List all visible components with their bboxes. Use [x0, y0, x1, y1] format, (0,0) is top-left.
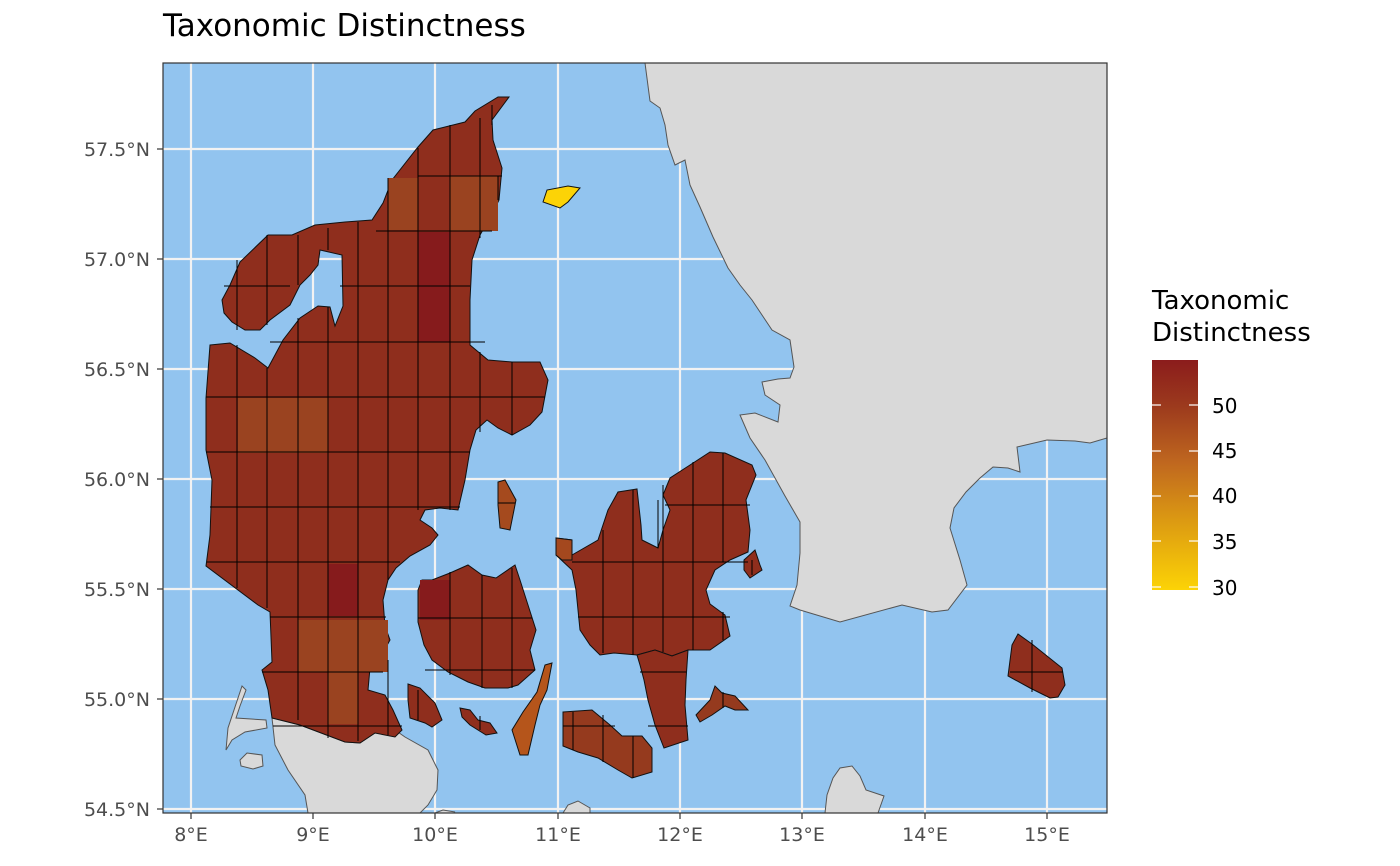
x-tick-label: 13°E — [779, 824, 825, 846]
x-axis-labels: 8°E 9°E 10°E 11°E 12°E 13°E 14°E 15°E — [174, 824, 1070, 846]
legend-labels: 50 45 40 35 30 — [1212, 394, 1237, 600]
y-tick-label: 54.5°N — [84, 799, 150, 821]
aero-region — [459, 707, 498, 736]
lolland-region — [562, 709, 653, 779]
axis-ticks — [157, 148, 1048, 819]
sweden-landmass — [644, 63, 1107, 623]
zealand-region — [555, 451, 757, 657]
x-tick-label: 9°E — [296, 824, 330, 846]
stevns-region — [743, 549, 763, 579]
y-tick-label: 57.5°N — [84, 139, 150, 161]
x-tick-label: 14°E — [902, 824, 948, 846]
legend-label: 45 — [1212, 439, 1237, 463]
falster-region — [636, 649, 689, 749]
x-tick-label: 12°E — [657, 824, 703, 846]
legend-title-line: Taxonomic — [1152, 286, 1290, 316]
x-tick-label: 8°E — [174, 824, 208, 846]
y-tick-label: 55.5°N — [84, 579, 150, 601]
y-tick-label: 56.5°N — [84, 359, 150, 381]
jutland-region — [205, 96, 549, 744]
legend-label: 30 — [1212, 576, 1237, 600]
rugen-landmass — [562, 800, 591, 813]
bornholm-region — [1007, 633, 1066, 699]
legend-ticks — [1152, 404, 1198, 588]
legend-label: 50 — [1212, 394, 1237, 418]
langeland-region — [511, 662, 553, 756]
x-tick-label: 15°E — [1024, 824, 1070, 846]
x-tick-label: 10°E — [412, 824, 458, 846]
y-tick-label: 55.0°N — [84, 689, 150, 711]
cell-grid — [206, 105, 1063, 778]
anholt-region — [542, 185, 581, 209]
sylt-landmass — [225, 685, 268, 751]
fohr-landmass — [239, 752, 264, 770]
y-axis-labels: 57.5°N 57.0°N 56.5°N 56.0°N 55.5°N 55.0°… — [84, 139, 150, 821]
germany-east-landmass — [824, 765, 885, 813]
jutland-dark-cells — [328, 232, 450, 616]
islet-landmass — [434, 809, 456, 813]
samso-region — [497, 479, 517, 531]
x-tick-label: 11°E — [535, 824, 581, 846]
als-region — [407, 683, 443, 728]
zealand-west-cell — [555, 537, 573, 561]
legend-label: 35 — [1212, 530, 1237, 554]
legend-label: 40 — [1212, 484, 1237, 508]
panel-border — [162, 62, 1108, 814]
map-title: Taxonomic Distinctness — [163, 8, 526, 44]
legend-title-line: Distinctness — [1152, 318, 1311, 348]
y-tick-label: 57.0°N — [84, 249, 150, 271]
legend-title: Taxonomic Distinctness — [1152, 285, 1311, 349]
mon-region — [695, 685, 750, 723]
funen-dark-cell — [420, 580, 450, 620]
legend-colorbar — [1152, 360, 1198, 590]
y-tick-label: 56.0°N — [84, 469, 150, 491]
jutland-shade-cells — [238, 176, 498, 724]
